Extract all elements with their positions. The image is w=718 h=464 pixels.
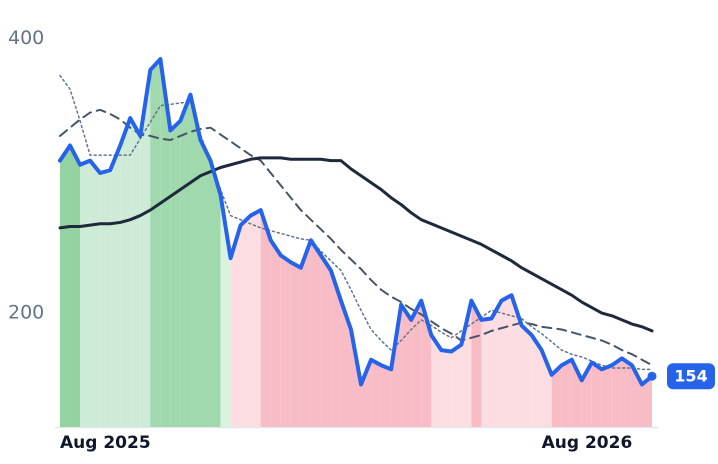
average-line: [59, 74, 653, 371]
region-area: [601, 365, 612, 427]
region-area: [611, 358, 622, 427]
region-area: [441, 350, 452, 427]
region-area: [320, 255, 331, 427]
value-badge: [667, 363, 715, 390]
region-area: [270, 240, 281, 427]
region-area: [290, 262, 301, 427]
region-area: [250, 210, 261, 427]
region-area: [190, 94, 201, 428]
region-area: [210, 160, 221, 427]
region-area: [491, 300, 502, 427]
region-area: [160, 59, 171, 428]
region-area: [340, 300, 351, 427]
value-label: 154: [674, 367, 707, 386]
y-tick-label: 200: [8, 302, 44, 324]
region-area: [641, 376, 652, 427]
region-area: [240, 215, 251, 427]
x-tick-label: Aug 2025: [60, 433, 151, 453]
region-area: [561, 359, 572, 427]
region-area: [180, 94, 191, 428]
region-area: [130, 118, 141, 427]
average-line: [58, 156, 654, 333]
last-point: [647, 371, 657, 381]
region-area: [110, 145, 121, 427]
average-line: [59, 108, 653, 367]
region-area: [521, 325, 532, 427]
region-area: [361, 359, 372, 427]
region-area: [431, 335, 442, 427]
region-area: [411, 300, 422, 427]
region-area: [140, 70, 151, 427]
region-area: [471, 300, 482, 427]
x-tick-label: Aug 2026: [542, 433, 633, 453]
region-area: [260, 210, 271, 427]
region-area: [300, 240, 311, 427]
region-area: [481, 318, 492, 427]
region-area: [80, 160, 91, 427]
region-area: [230, 225, 241, 427]
region-area: [150, 59, 161, 428]
region-area: [60, 145, 71, 427]
region-area: [461, 300, 472, 427]
region-area: [391, 304, 402, 427]
region-area: [280, 255, 291, 427]
y-tick-label: 400: [8, 27, 44, 49]
region-area: [100, 170, 111, 428]
price-line: [58, 57, 654, 387]
region-area: [551, 365, 562, 427]
region-area: [451, 344, 462, 427]
region-area: [330, 270, 341, 427]
region-area: [511, 295, 522, 427]
region-area: [120, 118, 131, 427]
region-area: [591, 362, 602, 427]
region-area: [310, 240, 321, 427]
region-area: [381, 365, 392, 427]
region-area: [200, 140, 211, 427]
region-area: [621, 358, 632, 427]
region-area: [90, 160, 101, 427]
region-area: [531, 335, 542, 427]
region-area: [401, 304, 412, 427]
region-area: [170, 120, 181, 427]
region-area: [371, 359, 382, 427]
region-area: [70, 145, 81, 427]
